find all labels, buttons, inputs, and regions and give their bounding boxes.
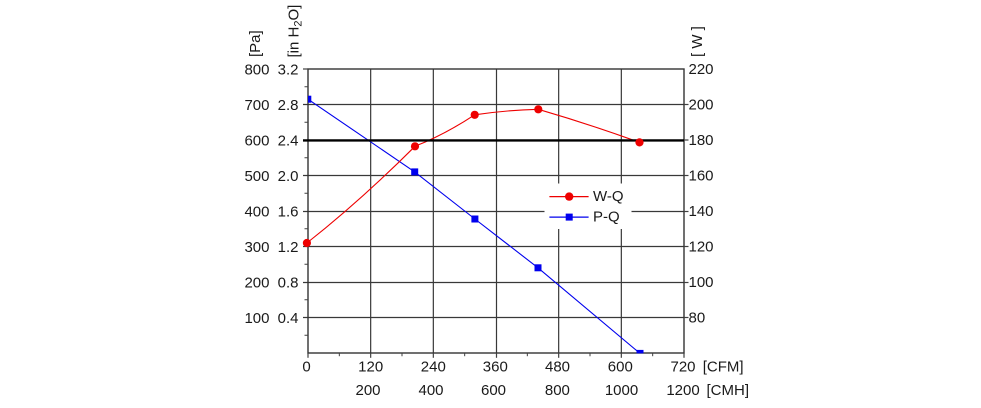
svg-text:180: 180 xyxy=(689,132,714,149)
svg-text:[Pa]: [Pa] xyxy=(247,30,264,57)
svg-text:400: 400 xyxy=(244,203,269,220)
svg-text:220: 220 xyxy=(689,61,714,78)
svg-text:200: 200 xyxy=(689,96,714,113)
svg-text:3.2: 3.2 xyxy=(278,61,299,78)
svg-text:800: 800 xyxy=(545,382,570,399)
svg-text:0: 0 xyxy=(302,359,310,376)
svg-text:[CMH]: [CMH] xyxy=(707,382,750,399)
svg-text:2.8: 2.8 xyxy=(278,97,299,114)
svg-text:600: 600 xyxy=(481,382,506,399)
svg-text:600: 600 xyxy=(608,359,633,376)
svg-text:0.4: 0.4 xyxy=(278,310,299,327)
svg-text:360: 360 xyxy=(483,359,508,376)
svg-text:W-Q: W-Q xyxy=(593,188,624,205)
svg-text:100: 100 xyxy=(689,274,714,291)
svg-text:1.2: 1.2 xyxy=(278,239,299,256)
svg-text:[CFM]: [CFM] xyxy=(703,359,744,376)
svg-text:160: 160 xyxy=(689,167,714,184)
svg-text:300: 300 xyxy=(244,239,269,256)
svg-text:200: 200 xyxy=(355,382,380,399)
svg-text:2.0: 2.0 xyxy=(278,168,299,185)
svg-text:400: 400 xyxy=(418,382,443,399)
svg-text:800: 800 xyxy=(244,61,269,78)
svg-text:[ W ]: [ W ] xyxy=(689,26,706,57)
svg-text:140: 140 xyxy=(689,203,714,220)
svg-text:600: 600 xyxy=(244,132,269,149)
svg-text:700: 700 xyxy=(244,97,269,114)
svg-text:1.6: 1.6 xyxy=(278,203,299,220)
svg-text:500: 500 xyxy=(244,168,269,185)
svg-text:80: 80 xyxy=(689,309,706,326)
svg-text:2.4: 2.4 xyxy=(278,132,299,149)
svg-text:1200: 1200 xyxy=(666,382,699,399)
svg-text:100: 100 xyxy=(244,310,269,327)
svg-text:720: 720 xyxy=(670,359,695,376)
svg-text:120: 120 xyxy=(689,238,714,255)
svg-text:200: 200 xyxy=(244,274,269,291)
svg-text:240: 240 xyxy=(421,359,446,376)
svg-text:[in H2O]: [in H2O] xyxy=(286,5,305,58)
svg-text:0.8: 0.8 xyxy=(278,274,299,291)
svg-text:P-Q: P-Q xyxy=(593,208,620,225)
svg-text:120: 120 xyxy=(358,359,383,376)
svg-text:480: 480 xyxy=(545,359,570,376)
svg-text:1000: 1000 xyxy=(605,382,638,399)
